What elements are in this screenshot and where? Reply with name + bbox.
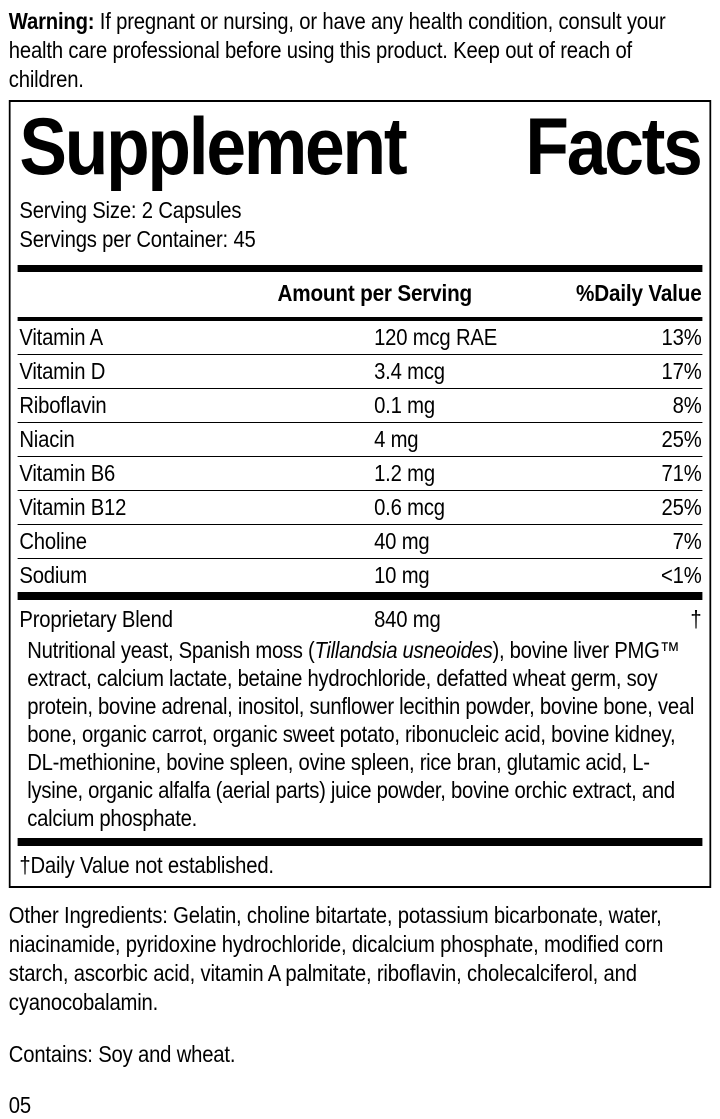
nutrient-amount: 10 mg [374, 562, 430, 589]
nutrient-row: Vitamin A 120 mcg RAE 13% [17, 321, 703, 356]
nutrient-name: Niacin [19, 426, 75, 453]
divider-medium-header [17, 317, 703, 322]
footer-code: 05 [8, 1092, 31, 1119]
nutrient-row: Choline 40 mg 7% [17, 525, 703, 560]
warning-paragraph: Warning: If pregnant or nursing, or have… [9, 7, 711, 94]
column-header-row: Amount per Serving %Daily Value [18, 272, 703, 317]
nutrient-row: Vitamin B12 0.6 mcg 25% [17, 491, 703, 526]
nutrient-name: Vitamin D [19, 358, 106, 385]
servings-per-container: Servings per Container: 45 [19, 226, 256, 253]
blend-name: Proprietary Blend [19, 606, 173, 633]
warning-label: Warning: [8, 8, 95, 34]
daily-value-header: %Daily Value [576, 280, 702, 307]
nutrient-name: Vitamin B12 [19, 494, 127, 521]
panel-title: Supplement Facts [19, 102, 702, 192]
nutrient-dv: 8% [672, 392, 702, 419]
nutrient-row: Sodium 10 mg <1% [18, 559, 703, 592]
nutrient-row: Vitamin B6 1.2 mg 71% [17, 457, 703, 492]
nutrient-row: Vitamin D 3.4 mcg 17% [17, 355, 703, 390]
nutrient-amount: 120 mcg RAE [374, 324, 498, 351]
nutrient-name: Vitamin A [19, 324, 103, 351]
blend-dagger: † [690, 606, 702, 633]
nutrient-name: Sodium [19, 562, 87, 589]
blend-amount: 840 mg [374, 606, 441, 633]
blend-description-pre: Nutritional yeast, Spanish moss ( [27, 637, 315, 664]
other-ingredients: Other Ingredients: Gelatin, choline bita… [8, 902, 664, 1016]
nutrient-amount: 40 mg [374, 528, 430, 555]
nutrient-name: Riboflavin [19, 392, 107, 419]
amount-per-serving-header: Amount per Serving [277, 280, 472, 307]
nutrient-dv: <1% [660, 562, 702, 589]
blend-description: Nutritional yeast, Spanish moss (Tilland… [18, 634, 703, 838]
warning-text: If pregnant or nursing, or have any heal… [8, 8, 666, 92]
nutrient-amount: 4 mg [374, 426, 419, 453]
nutrient-amount: 3.4 mcg [374, 358, 445, 385]
nutrient-amount: 0.6 mcg [374, 494, 445, 521]
nutrient-row: Niacin 4 mg 25% [17, 423, 703, 458]
blend-description-post: ), bovine liver PMG™ extract, calcium la… [27, 637, 695, 832]
nutrient-dv: 7% [672, 528, 702, 555]
blend-description-species: Tillandsia usneoides [314, 637, 493, 664]
divider-thick-top [17, 265, 703, 273]
nutrient-dv: 71% [661, 460, 702, 487]
nutrient-dv: 25% [661, 494, 702, 521]
divider-thick-footnote [17, 838, 703, 847]
nutrient-row: Riboflavin 0.1 mg 8% [17, 389, 703, 424]
nutrient-dv: 17% [661, 358, 702, 385]
nutrient-name: Vitamin B6 [19, 460, 116, 487]
proprietary-blend-row: Proprietary Blend 840 mg † [18, 600, 703, 634]
divider-thick-blend [17, 592, 703, 601]
nutrient-table: Vitamin A 120 mcg RAE 13% Vitamin D 3.4 … [17, 321, 703, 592]
nutrient-dv: 25% [661, 426, 702, 453]
nutrient-dv: 13% [661, 324, 702, 351]
nutrient-name: Choline [19, 528, 87, 555]
nutrient-amount: 1.2 mg [374, 460, 435, 487]
nutrient-amount: 0.1 mg [374, 392, 435, 419]
supplement-facts-panel: Supplement Facts Serving Size: 2 Capsule… [8, 100, 712, 889]
contains-statement: Contains: Soy and wheat. [8, 1041, 236, 1068]
footnote: †Daily Value not established. [19, 852, 274, 879]
serving-size: Serving Size: 2 Capsules [19, 197, 242, 224]
